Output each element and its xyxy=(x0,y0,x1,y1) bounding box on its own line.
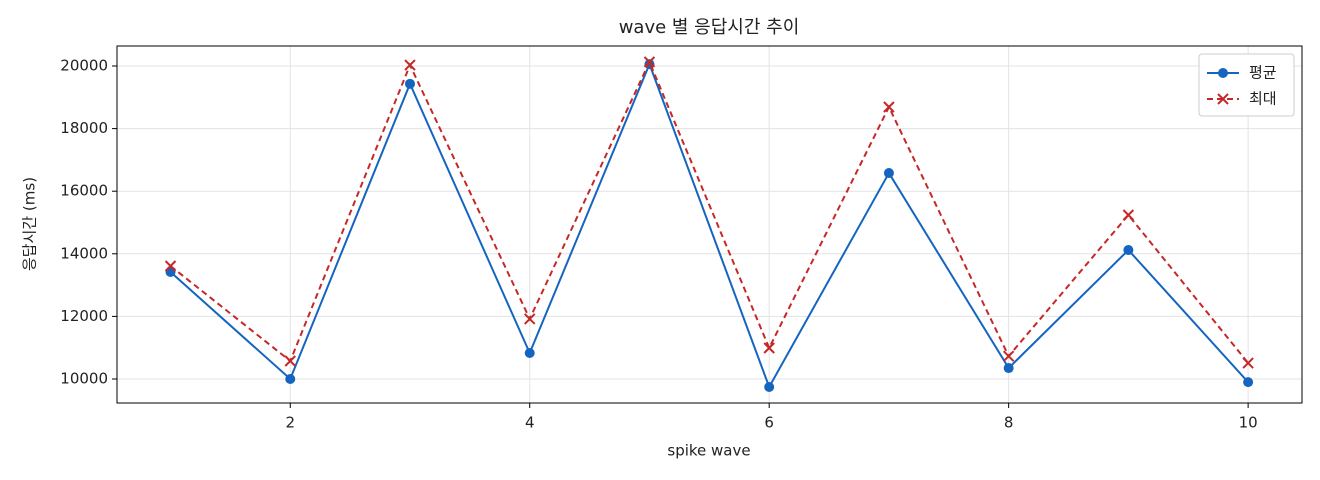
plot-frame xyxy=(116,45,1303,404)
y-tick-label: 14000 xyxy=(60,244,108,262)
point xyxy=(284,355,296,367)
point xyxy=(764,381,775,392)
y-tick-label: 12000 xyxy=(60,307,108,325)
y-tick-label: 20000 xyxy=(60,57,108,75)
x-tick-label: 4 xyxy=(525,414,535,432)
x-tick-label: 6 xyxy=(764,414,774,432)
point xyxy=(1122,209,1135,221)
chart-title: wave 별 응답시간 추이 xyxy=(619,17,800,38)
x-tick-label: 2 xyxy=(285,414,295,432)
series-line xyxy=(169,59,1249,364)
point xyxy=(1002,350,1015,362)
point xyxy=(404,59,416,71)
series-line xyxy=(169,61,1249,390)
x-tick-label: 8 xyxy=(1004,414,1014,432)
point xyxy=(524,313,536,325)
y-axis-label: 응답시간 (ms) xyxy=(21,177,39,271)
legend-box xyxy=(1198,53,1295,117)
point xyxy=(285,373,296,384)
point xyxy=(1003,363,1014,374)
point xyxy=(1123,245,1134,256)
point xyxy=(883,101,895,113)
y-tick-label: 16000 xyxy=(60,182,108,200)
point xyxy=(763,342,775,354)
point xyxy=(1242,357,1254,369)
legend-label: 평균 xyxy=(1249,64,1277,82)
point xyxy=(643,56,656,68)
point xyxy=(524,348,535,359)
y-tick-label: 18000 xyxy=(60,119,108,137)
y-tick-label: 10000 xyxy=(60,369,108,387)
point xyxy=(404,78,415,89)
legend-marker xyxy=(1218,68,1228,78)
legend-label: 최대 xyxy=(1249,90,1277,108)
point xyxy=(1243,377,1254,388)
legend-marker xyxy=(1217,93,1229,105)
x-axis-label: spike wave xyxy=(667,442,750,460)
point xyxy=(883,168,894,179)
point xyxy=(164,260,177,272)
x-tick-label: 10 xyxy=(1239,414,1258,432)
